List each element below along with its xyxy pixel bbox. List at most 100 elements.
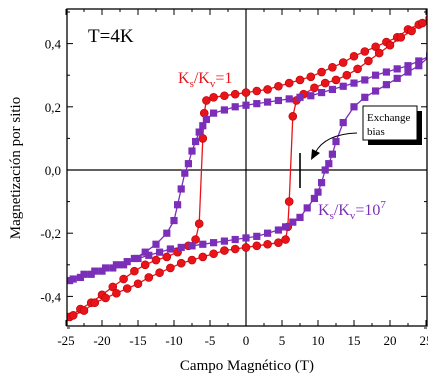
data-point-square xyxy=(318,88,326,97)
data-point-circle xyxy=(418,18,427,28)
data-point-square xyxy=(339,119,347,127)
data-point-square xyxy=(220,237,228,245)
data-point-circle xyxy=(176,258,186,268)
data-point-square xyxy=(231,235,239,244)
data-point-circle xyxy=(263,239,272,249)
data-point-square xyxy=(220,106,228,114)
data-point-square xyxy=(404,68,412,76)
data-point-square xyxy=(156,248,164,256)
data-point-circle xyxy=(101,293,110,303)
data-point-square xyxy=(184,160,192,168)
data-point-square xyxy=(174,201,182,209)
data-point-circle xyxy=(364,56,373,66)
data-point-square xyxy=(372,71,380,79)
data-point-circle xyxy=(209,93,218,102)
data-point-circle xyxy=(166,263,175,273)
data-point-square xyxy=(332,137,340,146)
data-point-square xyxy=(328,85,336,94)
data-point-square xyxy=(303,204,311,212)
data-point-square xyxy=(264,229,272,237)
data-point-circle xyxy=(162,252,172,262)
x-tick-label: 10 xyxy=(312,333,325,348)
series-0-upper-branch-line xyxy=(67,19,427,320)
data-point-square xyxy=(415,62,423,70)
y-tick-label: -0,2 xyxy=(40,226,61,241)
data-point-circle xyxy=(349,51,359,61)
data-point-square xyxy=(80,270,88,278)
data-point-square xyxy=(163,229,171,237)
data-point-circle xyxy=(194,219,204,229)
data-point-square xyxy=(253,232,261,240)
data-point-square xyxy=(181,169,189,177)
data-point-circle xyxy=(263,85,272,94)
data-point-square xyxy=(307,92,315,100)
y-axis-label: Magnetización por sitio xyxy=(8,97,24,239)
data-point-square xyxy=(91,267,99,275)
data-point-circle xyxy=(331,75,341,85)
x-tick-label: -10 xyxy=(165,333,182,348)
data-point-circle xyxy=(284,197,294,206)
data-point-circle xyxy=(122,284,132,293)
data-point-circle xyxy=(252,86,262,96)
data-point-square xyxy=(59,280,66,287)
data-point-circle xyxy=(396,32,406,42)
data-point-square xyxy=(210,239,218,247)
data-point-square xyxy=(372,87,380,95)
data-point-square xyxy=(210,109,218,117)
data-point-circle xyxy=(230,244,240,254)
data-point-square xyxy=(350,79,358,87)
data-point-square xyxy=(170,216,178,225)
data-point-circle xyxy=(198,252,208,262)
data-point-square xyxy=(328,150,336,158)
data-point-circle xyxy=(310,83,319,93)
data-point-circle xyxy=(133,279,143,289)
data-point-circle xyxy=(155,268,164,278)
data-point-square xyxy=(242,101,250,109)
data-point-square xyxy=(112,261,120,269)
data-point-square xyxy=(382,68,390,76)
data-point-circle xyxy=(320,78,330,88)
data-point-square xyxy=(296,213,304,221)
data-point-square xyxy=(393,74,401,82)
data-point-square xyxy=(325,160,333,168)
y-tick-label: 0,2 xyxy=(45,100,61,115)
data-point-square xyxy=(361,76,369,84)
data-point-square xyxy=(177,185,185,193)
data-point-circle xyxy=(90,298,100,308)
x-tick-label: 25 xyxy=(420,333,428,348)
red-series-label: Ks/Kv=1 xyxy=(178,70,232,90)
y-tick-label: -0,4 xyxy=(40,289,61,304)
x-tick-labels: -25 -20 -15 -10 -5 0 5 10 15 20 25 xyxy=(57,333,428,348)
data-point-circle xyxy=(374,48,384,58)
data-point-square xyxy=(134,254,142,263)
data-point-circle xyxy=(144,273,154,282)
data-point-square xyxy=(188,147,196,155)
data-point-square xyxy=(350,103,358,111)
data-point-circle xyxy=(209,249,218,259)
x-tick-label: 15 xyxy=(348,333,361,348)
data-point-square xyxy=(339,82,347,90)
data-point-square xyxy=(195,128,203,136)
data-point-square xyxy=(69,275,77,283)
data-point-square xyxy=(231,103,239,111)
data-point-square xyxy=(188,242,196,250)
data-point-circle xyxy=(281,235,290,244)
exchange-bias-arrowhead xyxy=(311,149,320,160)
data-point-circle xyxy=(119,274,128,284)
x-axis-label: Campo Magnético (T) xyxy=(180,358,314,374)
data-point-circle xyxy=(112,288,121,298)
data-point-circle xyxy=(220,91,229,101)
data-point-circle xyxy=(241,243,251,252)
data-point-square xyxy=(177,243,185,252)
data-point-circle xyxy=(130,266,139,276)
data-point-circle xyxy=(274,81,283,91)
temperature-label: T=4K xyxy=(88,26,134,47)
data-point-circle xyxy=(79,306,89,315)
data-point-circle xyxy=(338,58,348,67)
data-point-circle xyxy=(140,260,150,270)
data-point-circle xyxy=(295,75,305,85)
data-point-square xyxy=(361,93,369,101)
y-tick-label: 0,0 xyxy=(45,163,61,178)
data-point-square xyxy=(166,245,174,253)
x-tick-label: -5 xyxy=(205,333,216,348)
